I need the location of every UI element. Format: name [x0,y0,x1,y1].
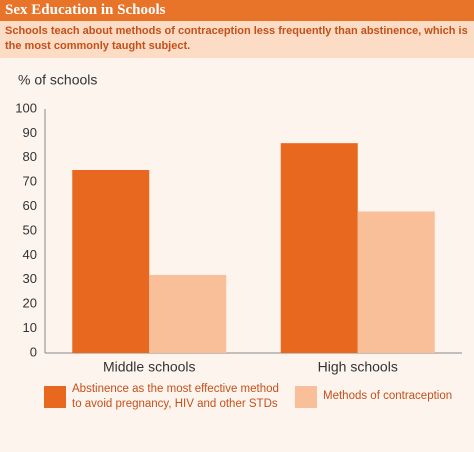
bar [149,274,227,353]
y-tick-label: 50 [23,222,37,237]
y-tick-label: 100 [15,100,37,115]
bar [357,211,435,353]
y-tick-label: 30 [23,271,37,286]
y-tick-label: 20 [23,296,37,311]
x-tick-label: Middle schools [103,359,196,375]
y-tick-label: 0 [30,344,37,359]
y-tick-label: 70 [23,174,37,189]
y-tick-label: 60 [23,198,37,213]
chart-subtitle: Schools teach about methods of contracep… [0,21,474,58]
y-tick-label: 80 [23,149,37,164]
bar [72,170,150,353]
y-tick-label: 90 [23,125,37,140]
legend-swatch [44,386,66,408]
y-tick-label: 10 [23,320,37,335]
legend-label: Abstinence as the most effective method … [72,383,279,410]
legend-label: Methods of contraception [323,390,453,402]
y-tick-label: 40 [23,247,37,262]
x-tick-label: High schools [318,359,398,375]
chart-title: Sex Education in Schools [0,0,474,21]
y-axis-label: % of schools [18,72,97,88]
legend-swatch [295,386,317,408]
bar [280,143,358,353]
